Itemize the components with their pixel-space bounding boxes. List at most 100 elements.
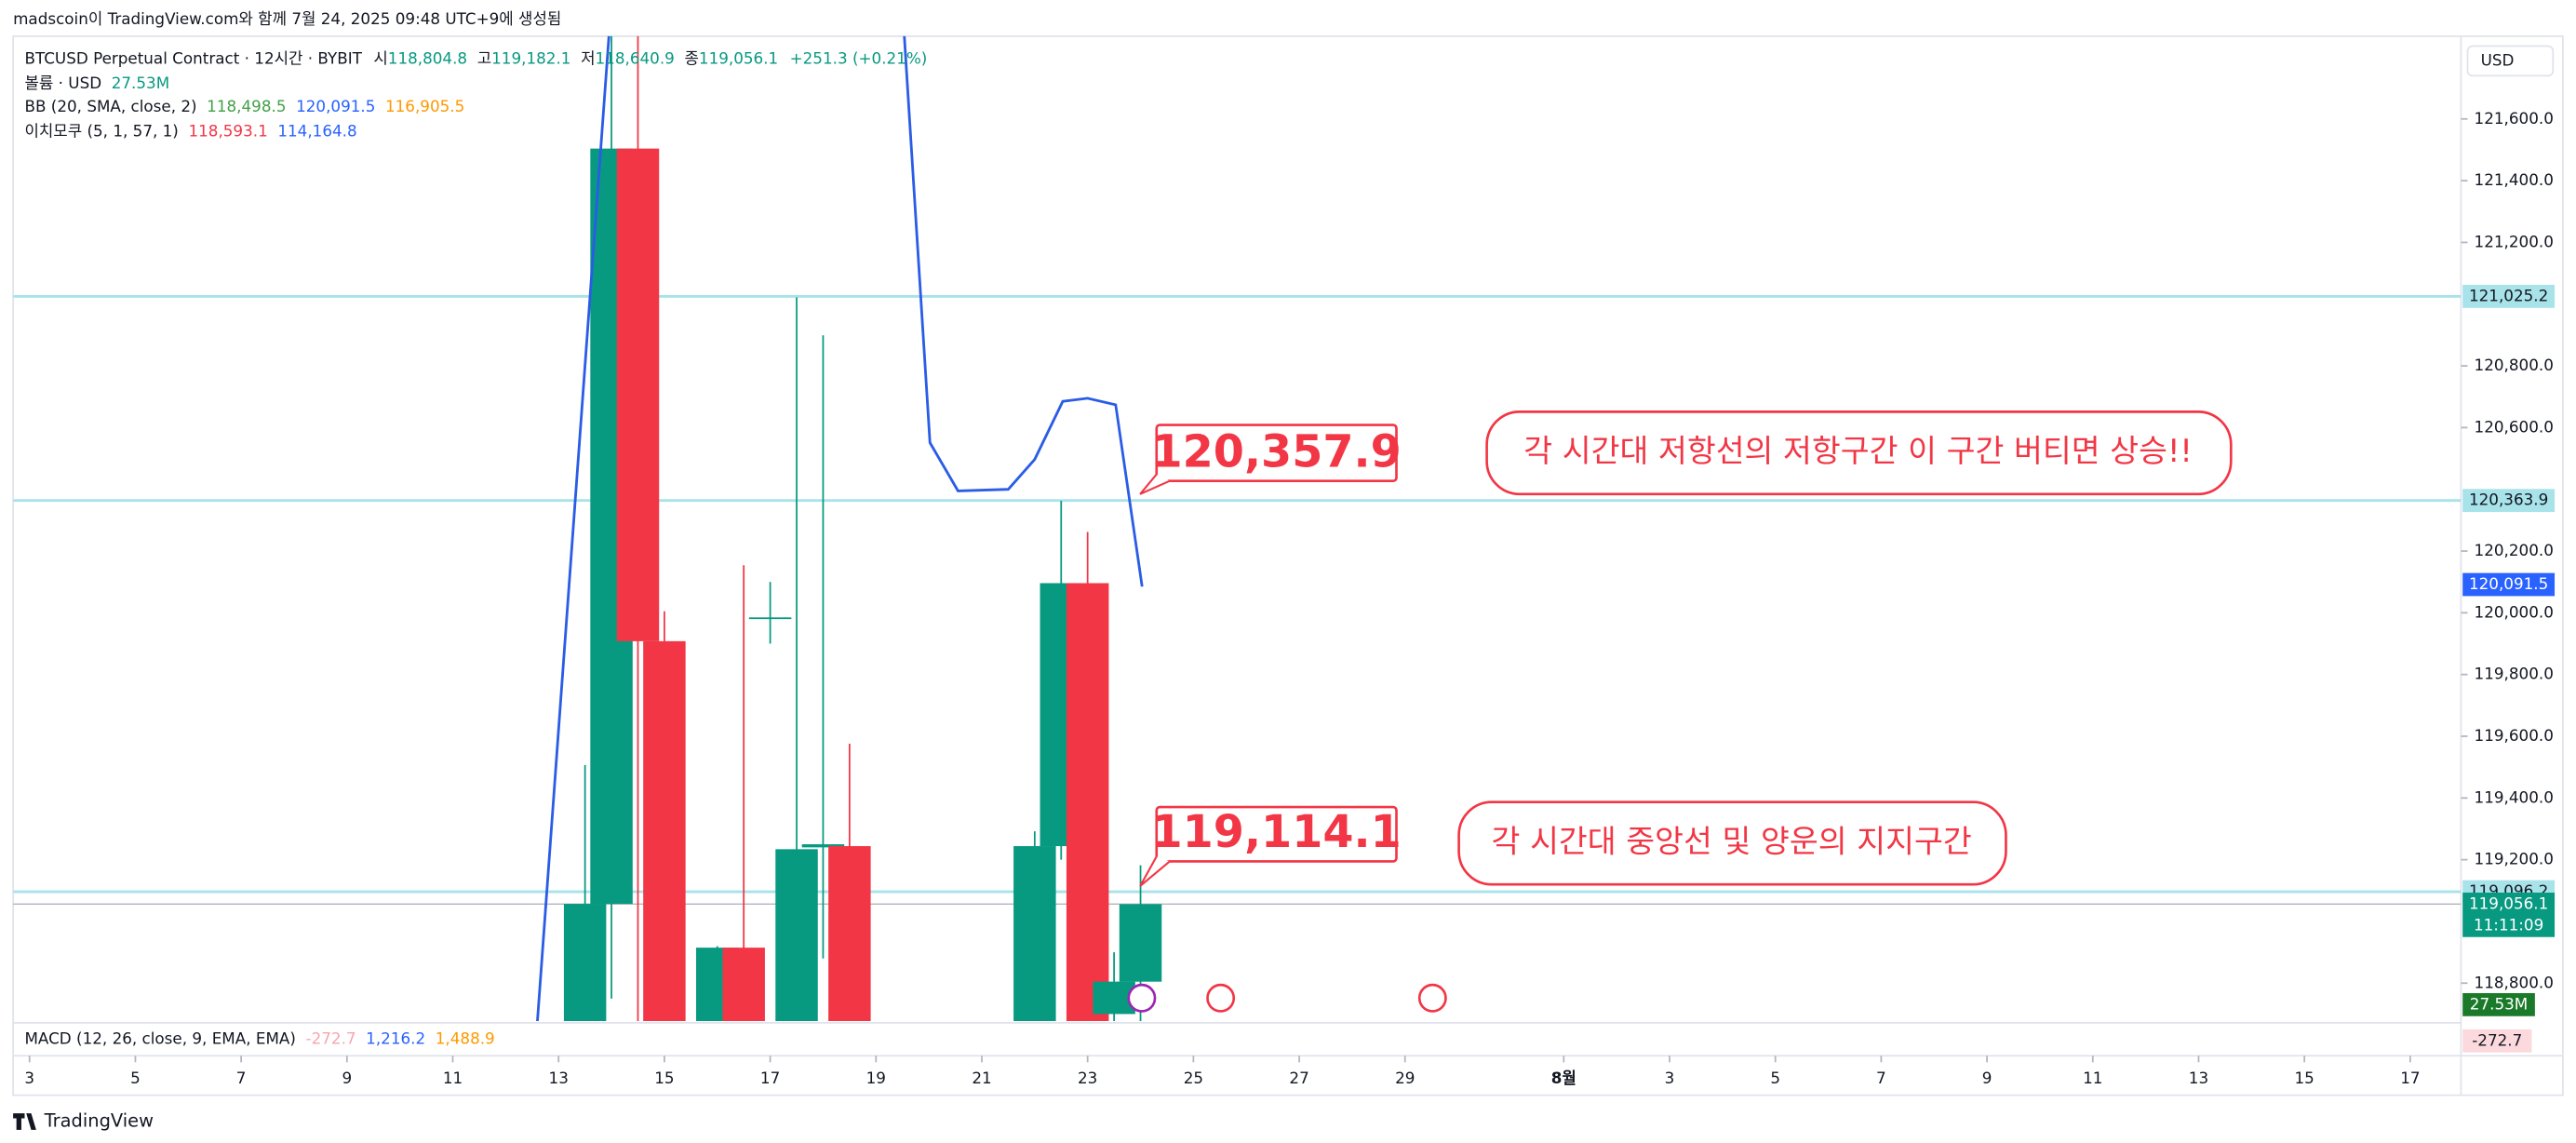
annotation: 120,357.9 bbox=[1152, 426, 1402, 477]
last-price-tag bbox=[2462, 892, 2556, 937]
credit: madscoin이 TradingView.com와 함께 7월 24, 202… bbox=[13, 9, 561, 28]
legend-bb: BB (20, SMA, close, 2) 118,498.5 120,091.5… bbox=[24, 97, 464, 115]
x-tick-label: 13 bbox=[2189, 1069, 2208, 1087]
ohlc-label: 종 bbox=[684, 49, 698, 68]
last-price-label: 119,056.1 bbox=[2469, 894, 2548, 912]
x-tick-label: 17 bbox=[760, 1069, 780, 1087]
x-tick-label: 5 bbox=[1770, 1069, 1780, 1087]
y-tick-label: 119,200.0 bbox=[2475, 850, 2554, 868]
x-tick-label: 11 bbox=[2083, 1069, 2102, 1087]
x-tick-label: 15 bbox=[654, 1069, 674, 1087]
symbol: BTCUSD Perpetual Contract · 12시간 · BYBIT bbox=[24, 49, 362, 68]
macd-tag bbox=[2462, 1029, 2532, 1053]
x-tick-label: 21 bbox=[972, 1069, 991, 1087]
logo bbox=[13, 1113, 36, 1130]
ohlc-value: 118,804.8 bbox=[388, 49, 467, 68]
y-tick-label: 121,600.0 bbox=[2475, 109, 2554, 128]
footer: TradingView bbox=[44, 1109, 154, 1131]
annotation-box bbox=[1155, 805, 1398, 863]
x-tick-label: 13 bbox=[549, 1069, 569, 1087]
plot bbox=[13, 35, 2462, 1022]
countdown: 11:11:09 bbox=[2474, 915, 2543, 934]
candle-body bbox=[1066, 583, 1109, 1022]
y-tick-label: 119,800.0 bbox=[2475, 665, 2554, 683]
legend-value: 114,164.8 bbox=[277, 122, 356, 141]
candle-body bbox=[828, 846, 871, 1022]
volume-tag-label: 27.53M bbox=[2470, 994, 2528, 1013]
candle-body bbox=[775, 849, 818, 1022]
ohlc-value: 119,182.1 bbox=[491, 49, 570, 68]
annotation-pointer bbox=[1139, 473, 1171, 495]
legend-macd: MACD (12, 26, close, 9, EMA, EMA) -272.7 1… bbox=[24, 1029, 494, 1048]
annotation-box bbox=[1155, 424, 1398, 483]
currency[interactable]: USD bbox=[2481, 50, 2515, 69]
candle-body bbox=[616, 148, 660, 641]
x-tick-label: 8월 bbox=[1551, 1069, 1576, 1087]
callout-box bbox=[1485, 410, 2233, 496]
currency-button[interactable] bbox=[2466, 45, 2555, 77]
level-tag bbox=[2462, 489, 2556, 513]
y-tick-label: 120,200.0 bbox=[2475, 541, 2554, 559]
legend-value: 120,091.5 bbox=[296, 97, 375, 115]
frame bbox=[12, 35, 2564, 1096]
legend-value: 118,498.5 bbox=[207, 97, 286, 115]
bb-tag-label: 120,091.5 bbox=[2469, 574, 2548, 593]
callout: 각 시간대 중앙선 및 양운의 지지구간 bbox=[1492, 823, 1972, 859]
callout-box bbox=[1457, 800, 2007, 886]
y-tick-label: 120,000.0 bbox=[2475, 602, 2554, 621]
x-tick-label: 3 bbox=[1665, 1069, 1675, 1087]
change: +251.3 (+0.21%) bbox=[790, 49, 928, 68]
legend-value: 118,593.1 bbox=[188, 122, 267, 141]
x-tick-label: 11 bbox=[443, 1069, 463, 1087]
x-tick-label: 23 bbox=[1078, 1069, 1097, 1087]
ohlc-value: 118,640.9 bbox=[596, 49, 675, 68]
legend-name: 볼륨 · USD bbox=[24, 74, 101, 92]
bb-tag bbox=[2462, 572, 2556, 597]
y-tick-label: 119,400.0 bbox=[2475, 787, 2554, 806]
event-icon[interactable] bbox=[1206, 983, 1236, 1013]
x-tick-label: 25 bbox=[1184, 1069, 1203, 1087]
x-tick-label: 19 bbox=[866, 1069, 886, 1087]
x-tick-label: 9 bbox=[1982, 1069, 1992, 1087]
candle-body bbox=[748, 617, 792, 620]
legend-name: MACD (12, 26, close, 9, EMA, EMA) bbox=[24, 1029, 295, 1048]
x-tick-label: 17 bbox=[2400, 1069, 2420, 1087]
legend-value: 116,905.5 bbox=[385, 97, 464, 115]
event-icon[interactable] bbox=[1417, 983, 1447, 1013]
legend-value: 1,488.9 bbox=[436, 1029, 495, 1048]
legend-value: 27.53M bbox=[112, 74, 169, 92]
y-tick-label: 118,800.0 bbox=[2475, 973, 2554, 991]
candle-body bbox=[801, 844, 845, 848]
candle-body bbox=[643, 640, 686, 1022]
x-tick-label: 9 bbox=[342, 1069, 352, 1087]
callout: 각 시간대 저항선의 저항구간 이 구간 버티면 상승!! bbox=[1523, 433, 2193, 469]
level-tag-label: 121,025.2 bbox=[2469, 286, 2548, 304]
event-icon[interactable] bbox=[1127, 983, 1157, 1013]
legend-ichimoku: 이치모쿠 (5, 1, 57, 1) 118,593.1 114,164.8 bbox=[24, 122, 356, 141]
x-tick-label: 27 bbox=[1289, 1069, 1308, 1087]
x-tick-label: 7 bbox=[1876, 1069, 1886, 1087]
annotation-pointer bbox=[1139, 855, 1171, 887]
legend-name: BB (20, SMA, close, 2) bbox=[24, 97, 196, 115]
level-tag-label: 120,363.9 bbox=[2469, 491, 2548, 509]
y-tick-label: 121,400.0 bbox=[2475, 170, 2554, 189]
ohlc-label: 시 bbox=[373, 49, 387, 68]
x-tick-label: 5 bbox=[130, 1069, 141, 1087]
x-tick-label: 29 bbox=[1395, 1069, 1415, 1087]
macd-tag-label: -272.7 bbox=[2472, 1030, 2522, 1049]
legend-name: 이치모쿠 (5, 1, 57, 1) bbox=[24, 122, 178, 141]
symbol-line: BTCUSD Perpetual Contract · 12시간 · BYBIT… bbox=[24, 49, 927, 68]
indicator-line bbox=[536, 35, 1144, 1022]
y-tick-label: 119,600.0 bbox=[2475, 726, 2554, 745]
ohlc-label: 저 bbox=[581, 49, 595, 68]
candle-body bbox=[722, 948, 765, 1022]
legend-value: -272.7 bbox=[306, 1029, 356, 1048]
ohlc-label: 고 bbox=[477, 49, 491, 68]
x-tick-label: 15 bbox=[2294, 1069, 2314, 1087]
y-tick-label: 121,200.0 bbox=[2475, 232, 2554, 250]
level-tag bbox=[2462, 285, 2556, 308]
candle-body bbox=[563, 904, 607, 1022]
price-tags: 121,025.2120,363.9119,096.2120,091.5119,… bbox=[2462, 285, 2556, 937]
